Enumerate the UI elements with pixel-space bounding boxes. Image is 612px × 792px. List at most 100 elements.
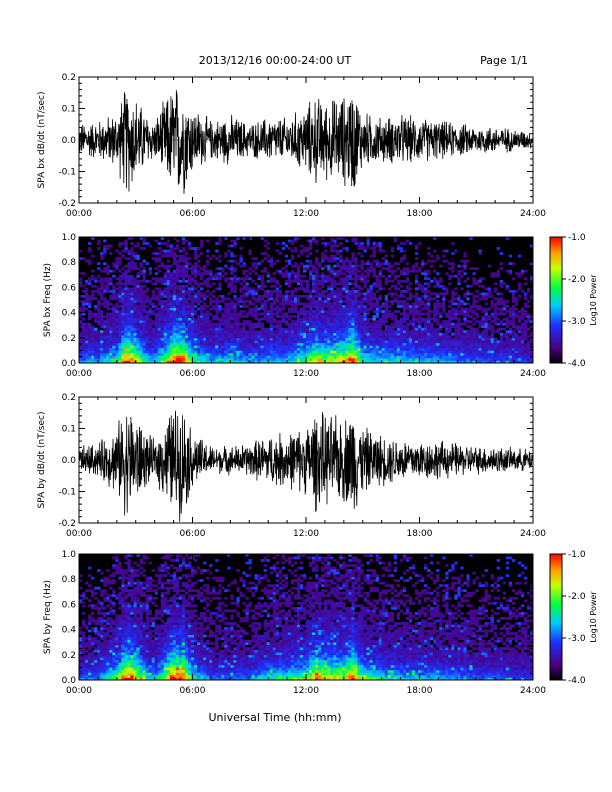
spectrogram-cell — [206, 284, 210, 288]
spectrogram-cell — [230, 337, 234, 341]
spectrogram-cell — [351, 289, 355, 293]
spectrogram-cell — [360, 274, 364, 278]
spectrogram-cell — [499, 360, 504, 364]
spectrogram-cell — [175, 327, 180, 331]
spectrogram-cell — [230, 279, 234, 283]
spectrogram-cell — [272, 320, 277, 323]
spectrogram-cell — [209, 257, 213, 260]
spectrogram-cell — [269, 337, 274, 341]
spectrogram-cell — [396, 305, 401, 308]
spectrogram-cell — [360, 342, 364, 346]
spectrogram-cell — [296, 317, 301, 321]
spectrogram-cell — [484, 345, 488, 349]
spectrogram-cell — [487, 350, 491, 354]
spectrogram-cell — [254, 332, 258, 336]
spectrogram-cell — [363, 332, 367, 336]
spectrogram-cell — [318, 347, 322, 351]
spectrogram-cell — [197, 347, 201, 351]
spectrogram-cell — [375, 300, 379, 303]
spectrogram-cell — [475, 312, 479, 316]
spectrogram-cell — [136, 307, 140, 311]
spectrogram-cell — [306, 305, 310, 308]
spectrogram-cell — [172, 259, 177, 263]
spectrogram-cell — [163, 277, 168, 281]
spectrogram-cell — [236, 352, 240, 356]
spectrogram-cell — [321, 305, 325, 308]
spectrogram-cell — [242, 294, 246, 298]
spectrogram-cell — [215, 325, 219, 329]
spectrogram-cell — [187, 357, 192, 361]
spectrogram-cell — [175, 259, 180, 263]
spectrogram-cell — [402, 332, 407, 336]
spectrogram-cell — [384, 352, 389, 356]
spectrogram-cell — [436, 312, 440, 316]
spectrogram-cell — [239, 247, 243, 250]
spectrogram-cell — [463, 357, 467, 361]
spectrogram-cell — [442, 350, 446, 354]
spectrogram-cell — [136, 310, 140, 313]
spectrogram-cell — [357, 355, 361, 359]
spectrogram-cell — [321, 330, 325, 334]
spectrogram-cell — [505, 347, 510, 351]
spectrogram-cell — [333, 350, 337, 354]
spectrogram-cell — [178, 355, 183, 359]
spectrogram-cell — [339, 327, 343, 331]
spectrogram-cell — [405, 337, 410, 341]
spectrogram-cell — [100, 347, 104, 351]
spectrogram-cell — [324, 294, 328, 298]
spectrogram-cell — [97, 320, 101, 323]
spectrogram-cell — [151, 350, 155, 354]
spectrogram-cell — [348, 274, 352, 278]
spectrogram-cell — [97, 242, 101, 245]
spectrogram-cell — [481, 322, 485, 326]
spectrogram-cell — [103, 335, 107, 339]
spectrogram-cell — [233, 305, 237, 308]
spectrogram-cell — [269, 340, 274, 344]
spectrogram-cell — [130, 300, 134, 303]
spectrogram-cell — [357, 360, 361, 364]
spectrogram-cell — [478, 292, 482, 296]
spectrogram-cell — [166, 300, 171, 303]
spectrogram-cell — [342, 317, 346, 321]
spectrogram-cell — [378, 282, 382, 286]
spectrogram-cell — [472, 347, 476, 351]
spectrogram-cell — [321, 267, 325, 271]
spectrogram-cell — [345, 305, 349, 308]
spectrogram-cell — [263, 294, 267, 298]
spectrogram-cell — [330, 320, 334, 323]
spectrogram-cell — [100, 312, 104, 316]
spectrogram-cell — [151, 347, 155, 351]
spectrogram-cell — [203, 332, 207, 336]
spectrogram-cell — [224, 322, 228, 326]
spectrogram-cell — [327, 347, 331, 351]
spectrogram-cell — [339, 257, 343, 260]
spectrogram-cell — [218, 305, 222, 308]
spectrogram-cell — [369, 305, 373, 308]
spectrogram-cell — [417, 347, 422, 351]
spectrogram-cell — [287, 239, 292, 243]
spectrogram-cell — [178, 267, 183, 271]
spectrogram-cell — [194, 360, 198, 364]
y-tick-label: 0.1 — [62, 105, 76, 115]
spectrogram-cell — [212, 274, 216, 278]
spectrogram-cell — [230, 302, 234, 306]
spectrogram-cell — [269, 332, 274, 336]
spectrogram-cell — [366, 239, 370, 243]
spectrogram-cell — [330, 327, 334, 331]
spectrogram-cell — [178, 259, 183, 263]
spectrogram-cell — [396, 340, 401, 344]
spectrogram-cell — [163, 317, 168, 321]
spectrogram-cell — [472, 335, 476, 339]
spectrogram-cell — [372, 332, 376, 336]
spectrogram-cell — [345, 360, 349, 364]
spectrogram-cell — [127, 237, 131, 240]
spectrogram-cell — [511, 337, 516, 341]
spectrogram-cell — [390, 360, 395, 364]
spectrogram-cell — [266, 294, 270, 298]
spectrogram-cell — [215, 249, 219, 253]
spectrogram-cell — [327, 259, 331, 263]
spectrogram-cell — [287, 335, 292, 339]
spectrogram-cell — [478, 347, 482, 351]
spectrogram-cell — [517, 254, 522, 258]
spectrogram-cell — [417, 322, 422, 326]
